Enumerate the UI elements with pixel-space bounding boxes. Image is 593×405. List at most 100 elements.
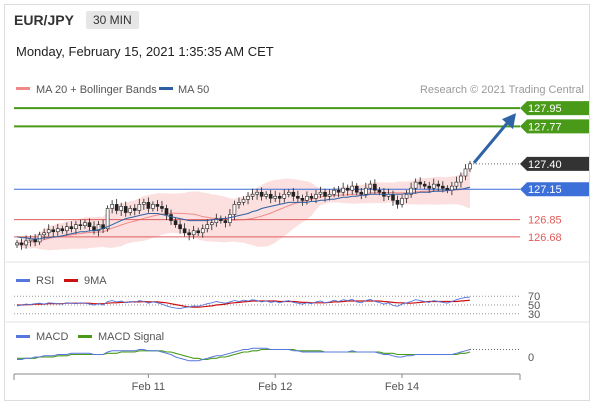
candle-body <box>173 220 178 225</box>
candle-body <box>459 175 463 183</box>
candle-body <box>314 193 318 199</box>
candle-body <box>46 229 51 234</box>
candle-body <box>241 199 246 203</box>
candle-body <box>237 202 241 205</box>
candle-body <box>359 191 364 195</box>
level-label-127.40: 127.40 <box>528 159 562 171</box>
candle-body <box>123 206 128 213</box>
legend-label-macd-signal: MACD Signal <box>98 331 164 343</box>
candle-body <box>300 198 305 201</box>
legend-swatch-ma20 <box>16 87 30 90</box>
candle-body <box>250 193 255 197</box>
candle-body <box>142 202 146 205</box>
legend-swatch-ma50 <box>159 87 173 90</box>
candle-body <box>391 193 395 201</box>
legend-label-macd: MACD <box>36 331 68 343</box>
candle-body <box>246 195 250 200</box>
macd-line <box>17 347 471 362</box>
candle-body <box>255 191 259 195</box>
candle-body <box>96 224 101 232</box>
level-label-126.85: 126.85 <box>528 215 562 227</box>
candle-body <box>409 187 413 195</box>
rsi-level-label-50: 50 <box>528 300 540 312</box>
candle-body <box>182 228 187 234</box>
candle-body <box>264 193 268 197</box>
candle-body <box>114 204 119 211</box>
candle-body <box>178 224 182 230</box>
x-tick-label-Feb-12: Feb 12 <box>258 381 292 393</box>
candle-body <box>146 202 151 209</box>
candle-body <box>55 228 60 233</box>
legend-label-rsi-ma: 9MA <box>84 275 107 287</box>
candle-body <box>454 181 459 187</box>
candle-body <box>105 208 110 230</box>
candle-body <box>463 168 468 177</box>
level-tag-127.95 <box>520 101 589 116</box>
candle-body <box>209 222 214 225</box>
candle-body <box>318 191 323 195</box>
candle-body <box>268 193 273 199</box>
candle-body <box>332 189 336 195</box>
candle-body <box>291 191 296 197</box>
candle-body <box>205 224 210 230</box>
candle-body <box>119 206 123 211</box>
macd-signal-line <box>17 348 471 361</box>
candle-body <box>214 218 219 223</box>
x-tick-label-Feb-11: Feb 11 <box>132 381 165 393</box>
candle-body <box>400 198 404 205</box>
candle-body <box>427 185 432 189</box>
candle-body <box>128 208 133 213</box>
candle-body <box>468 163 472 170</box>
candle-body <box>404 193 409 199</box>
candle-body <box>15 242 19 246</box>
level-label-127.15: 127.15 <box>528 184 562 196</box>
candle-body <box>200 228 205 234</box>
candle-body <box>373 183 377 191</box>
candle-body <box>223 220 228 223</box>
candle-body <box>60 228 65 232</box>
candle-body <box>350 185 355 191</box>
candle-body <box>151 204 155 209</box>
candle-body <box>74 224 78 230</box>
candle-body <box>83 222 87 226</box>
candle-body <box>19 242 24 246</box>
candle-body <box>431 183 436 189</box>
candle-body <box>395 200 400 205</box>
forecast-arrow-head <box>502 113 516 130</box>
candle-body <box>24 240 28 246</box>
currency-pair-title: EUR/JPY <box>14 12 74 28</box>
candle-body <box>51 229 56 233</box>
candle-body <box>305 195 309 201</box>
candle-body <box>327 193 332 197</box>
candle-body <box>309 195 314 199</box>
candle-body <box>436 183 441 187</box>
candle-body <box>413 181 418 189</box>
x-tick-label-Feb-14: Feb 14 <box>385 381 419 393</box>
level-tag-127.15 <box>520 182 589 197</box>
candle-body <box>259 191 264 197</box>
candle-body <box>164 208 169 215</box>
candle-body <box>418 181 422 185</box>
rsi-ma-line <box>17 299 471 308</box>
timeframe-badge[interactable]: 30 MIN <box>86 11 139 29</box>
rsi-line <box>16 296 471 309</box>
candle-body <box>42 232 46 236</box>
candle-body <box>137 204 142 211</box>
candle-body <box>364 187 368 195</box>
legend-swatch-rsi <box>16 279 30 282</box>
chart-datetime: Monday, February 15, 2021 1:35:35 AM CET <box>16 44 274 59</box>
candle-body <box>110 204 114 209</box>
candle-body <box>132 208 137 211</box>
candle-body <box>191 230 196 236</box>
candle-body <box>273 195 278 199</box>
candle-body <box>78 224 83 226</box>
candle-body <box>69 226 74 230</box>
candle-body <box>336 189 341 193</box>
candle-body <box>345 187 350 191</box>
forecast-arrow-shaft <box>472 121 510 164</box>
candle-body <box>169 214 173 221</box>
candle-body <box>441 185 445 189</box>
legend-swatch-macd <box>16 335 30 338</box>
level-tag-127.77 <box>520 119 589 134</box>
candle-body <box>323 191 327 197</box>
